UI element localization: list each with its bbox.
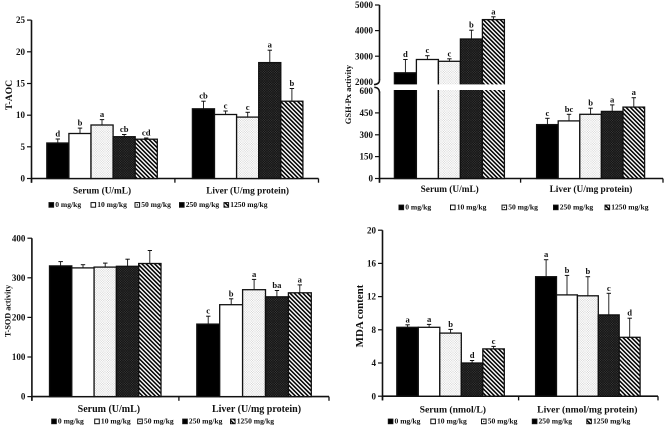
svg-text:a: a <box>610 94 615 104</box>
svg-text:50 mg/kg: 50 mg/kg <box>144 417 174 426</box>
svg-text:10 mg/kg: 10 mg/kg <box>457 203 487 212</box>
svg-text:Serum (U/mL): Serum (U/mL) <box>78 404 141 415</box>
svg-text:1250 mg/kg: 1250 mg/kg <box>237 417 275 426</box>
svg-text:50 mg/kg: 50 mg/kg <box>488 417 518 426</box>
svg-text:300: 300 <box>360 130 374 140</box>
svg-text:12: 12 <box>367 292 377 302</box>
svg-text:a: a <box>252 269 257 279</box>
svg-text:250 mg/kg: 250 mg/kg <box>539 417 573 426</box>
svg-text:10 mg/kg: 10 mg/kg <box>101 417 131 426</box>
svg-text:a: a <box>491 6 496 16</box>
svg-text:3000: 3000 <box>355 51 374 61</box>
svg-text:400: 400 <box>12 233 26 243</box>
svg-text:4: 4 <box>372 358 377 368</box>
svg-text:cb: cb <box>199 91 208 101</box>
svg-text:a: a <box>427 314 432 324</box>
svg-text:b: b <box>586 266 591 276</box>
svg-text:20: 20 <box>16 47 26 57</box>
svg-text:5000: 5000 <box>355 0 374 10</box>
svg-text:a: a <box>268 40 273 50</box>
svg-text:4000: 4000 <box>355 26 374 36</box>
svg-text:100: 100 <box>12 352 26 362</box>
svg-text:20: 20 <box>367 225 377 235</box>
svg-text:c: c <box>492 336 496 346</box>
svg-text:5: 5 <box>21 142 26 152</box>
svg-text:cb: cb <box>120 124 129 134</box>
svg-text:2000: 2000 <box>355 77 374 87</box>
svg-text:Liver (U/mg protein): Liver (U/mg protein) <box>206 186 289 197</box>
svg-text:450: 450 <box>360 108 374 118</box>
svg-text:Liver (U/mg protein): Liver (U/mg protein) <box>550 184 633 195</box>
svg-text:T-SOD activity: T-SOD activity <box>4 284 13 337</box>
svg-text:15: 15 <box>16 79 26 89</box>
svg-text:10: 10 <box>16 110 26 120</box>
svg-text:1250 mg/kg: 1250 mg/kg <box>593 417 631 426</box>
svg-text:0 mg/kg: 0 mg/kg <box>395 417 421 426</box>
svg-text:T-AOC: T-AOC <box>4 80 15 110</box>
svg-text:250 mg/kg: 250 mg/kg <box>186 200 220 209</box>
svg-text:c: c <box>607 283 611 293</box>
svg-text:200: 200 <box>12 313 26 323</box>
svg-text:0 mg/kg: 0 mg/kg <box>55 200 81 209</box>
svg-text:0: 0 <box>372 391 377 401</box>
svg-text:bc: bc <box>565 104 574 114</box>
svg-text:b: b <box>290 78 295 88</box>
svg-text:c: c <box>425 45 429 55</box>
svg-text:Liver (nmol/mg protein): Liver (nmol/mg protein) <box>537 405 637 416</box>
svg-text:a: a <box>544 249 549 259</box>
svg-text:0 mg/kg: 0 mg/kg <box>405 203 431 212</box>
svg-text:b: b <box>78 118 83 128</box>
svg-text:d: d <box>627 308 632 318</box>
svg-text:1250 mg/kg: 1250 mg/kg <box>230 200 268 209</box>
svg-text:b: b <box>229 288 234 298</box>
svg-text:250 mg/kg: 250 mg/kg <box>189 417 223 426</box>
svg-text:0: 0 <box>21 174 26 184</box>
svg-text:a: a <box>405 314 410 324</box>
svg-text:250 mg/kg: 250 mg/kg <box>560 203 594 212</box>
svg-text:c: c <box>246 102 250 112</box>
svg-text:c: c <box>447 48 451 58</box>
svg-text:a: a <box>298 274 303 284</box>
svg-text:d: d <box>403 49 408 59</box>
svg-text:b: b <box>469 20 474 30</box>
svg-text:b: b <box>565 265 570 275</box>
svg-text:0: 0 <box>369 174 374 184</box>
svg-text:MDA content: MDA content <box>354 284 366 347</box>
svg-text:300: 300 <box>12 273 26 283</box>
svg-text:a: a <box>632 87 637 97</box>
svg-text:Serum (U/mL): Serum (U/mL) <box>421 184 479 195</box>
svg-text:d: d <box>55 129 60 139</box>
svg-text:10 mg/kg: 10 mg/kg <box>437 417 467 426</box>
svg-text:Serum (nmol/L): Serum (nmol/L) <box>420 405 486 416</box>
svg-text:Serum (U/mL): Serum (U/mL) <box>73 186 131 197</box>
svg-text:a: a <box>100 109 105 119</box>
svg-text:b: b <box>448 319 453 329</box>
svg-text:8: 8 <box>372 325 377 335</box>
svg-text:d: d <box>470 350 475 360</box>
svg-text:25: 25 <box>16 15 26 25</box>
svg-text:GSH-Px activity: GSH-Px activity <box>343 64 353 124</box>
svg-text:50 mg/kg: 50 mg/kg <box>508 203 538 212</box>
svg-text:c: c <box>545 108 549 118</box>
svg-text:10 mg/kg: 10 mg/kg <box>97 200 127 209</box>
svg-text:c: c <box>206 306 210 316</box>
svg-text:1250 mg/kg: 1250 mg/kg <box>611 203 649 212</box>
svg-text:b: b <box>588 98 593 108</box>
svg-text:0: 0 <box>21 392 26 402</box>
svg-text:50 mg/kg: 50 mg/kg <box>141 200 171 209</box>
svg-text:ba: ba <box>272 280 282 290</box>
svg-text:cd: cd <box>142 128 151 138</box>
svg-text:600: 600 <box>360 86 374 96</box>
svg-text:Liver (U/mg protein): Liver (U/mg protein) <box>212 404 301 415</box>
svg-text:0 mg/kg: 0 mg/kg <box>58 417 84 426</box>
svg-text:150: 150 <box>360 152 374 162</box>
svg-text:16: 16 <box>367 259 377 269</box>
svg-text:c: c <box>224 101 228 111</box>
